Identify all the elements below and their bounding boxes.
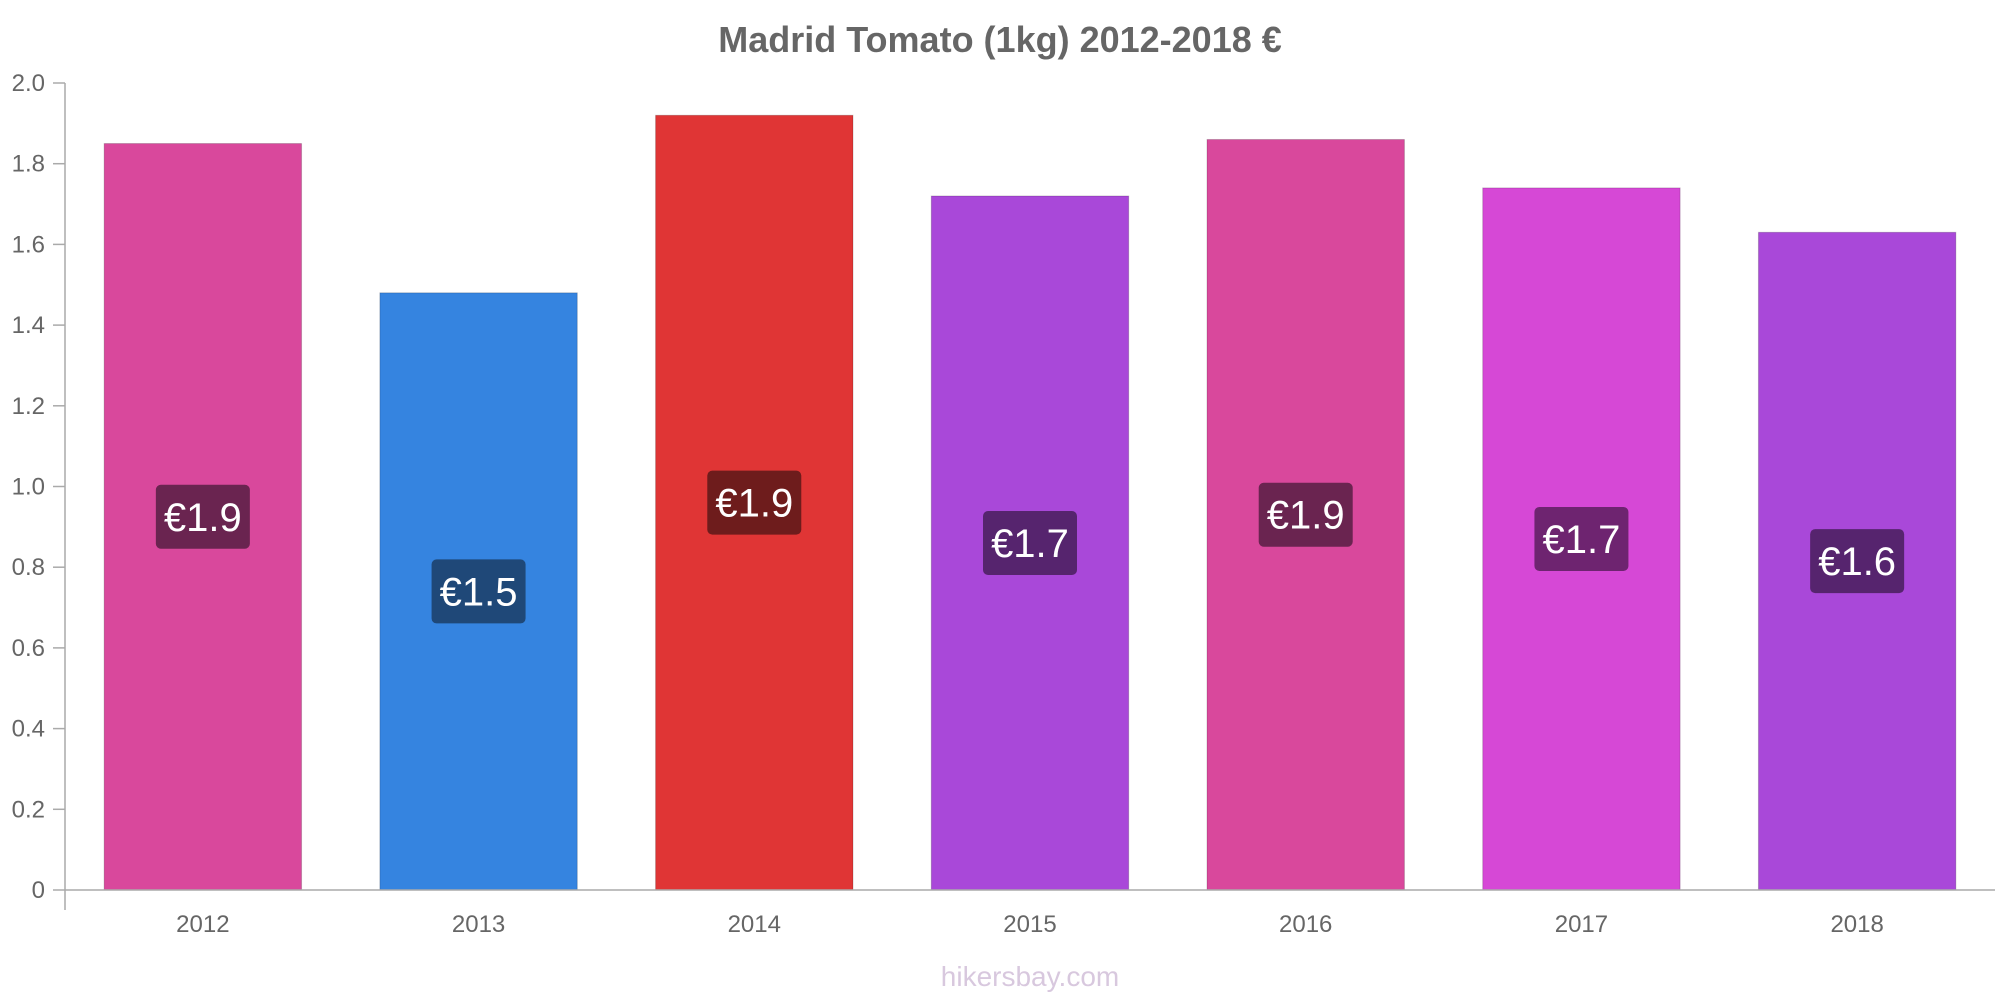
- y-tick-label: 1.4: [12, 312, 45, 339]
- x-tick-label: 2013: [452, 911, 505, 938]
- value-label: €1.7: [991, 522, 1069, 566]
- value-label: €1.9: [1267, 494, 1345, 538]
- y-tick-label: 0.6: [12, 635, 45, 662]
- value-label-bg: [155, 484, 250, 549]
- watermark: hikersbay.com: [941, 961, 1119, 992]
- y-tick-label: 0.4: [12, 716, 45, 743]
- y-tick-label: 1.6: [12, 231, 45, 258]
- value-label-bg: [1534, 506, 1629, 571]
- value-label: €1.6: [1818, 540, 1896, 584]
- x-tick-label: 2016: [1279, 911, 1332, 938]
- value-label-bg: [983, 510, 1077, 575]
- y-tick-label: 1.2: [12, 393, 45, 420]
- chart-title: Madrid Tomato (1kg) 2012-2018 €: [718, 19, 1282, 60]
- y-axis: 0 0.2 0.4 0.6 0.8 1.0 1.2 1.4 1.6 1.8 2.0: [12, 70, 66, 910]
- value-label: €1.5: [440, 570, 518, 614]
- x-tick-label: 2015: [1003, 911, 1056, 938]
- x-tick-label: 2012: [176, 911, 229, 938]
- y-tick-label: 0: [32, 877, 45, 904]
- y-tick-label: 1.0: [12, 474, 45, 501]
- y-tick-label: 1.8: [12, 151, 45, 178]
- y-tick-label: 0.2: [12, 796, 45, 823]
- x-tick-label: 2017: [1555, 911, 1608, 938]
- value-label-bg: [1810, 529, 1905, 594]
- x-tick-label: 2014: [728, 911, 781, 938]
- x-tick-label: 2018: [1830, 911, 1883, 938]
- value-label: €1.9: [715, 482, 793, 526]
- value-label-bg: [707, 470, 802, 535]
- y-tick-label: 0.8: [12, 554, 45, 581]
- value-label: €1.7: [1542, 518, 1620, 562]
- x-axis: 2012 2013 2014 2015 2016 2017 2018: [65, 889, 1995, 938]
- value-label-bg: [1258, 482, 1353, 547]
- value-label-bg: [431, 559, 526, 624]
- value-label: €1.9: [164, 496, 242, 540]
- bars: €1.9 €1.5 €1.9 €1.7 €1.9 €1.7 €1.6: [103, 114, 1957, 891]
- y-tick-label: 2.0: [12, 70, 45, 97]
